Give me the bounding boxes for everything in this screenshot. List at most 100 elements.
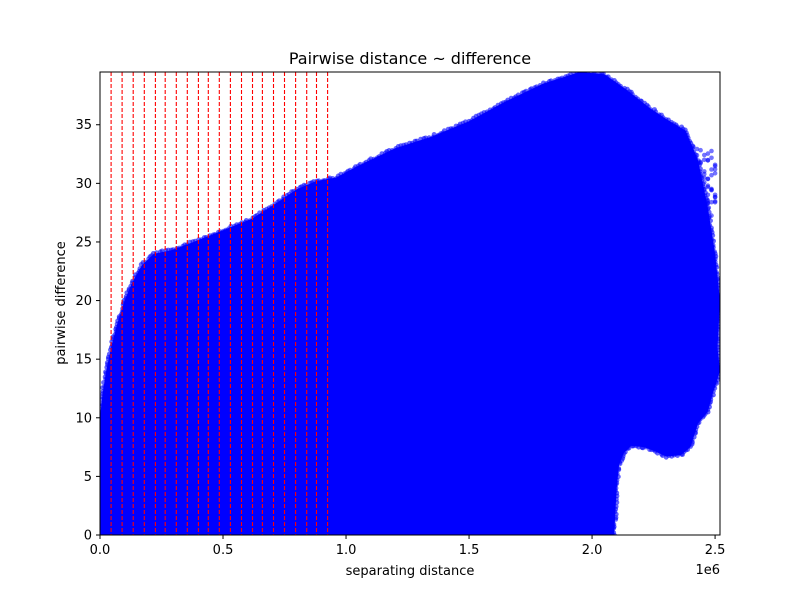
scatter-point <box>658 140 664 145</box>
vertical-reference-lines <box>110 72 329 535</box>
scatter-point <box>705 201 711 206</box>
scatter-point <box>658 163 664 169</box>
scatter-point <box>617 461 623 467</box>
scatter-point <box>688 255 694 261</box>
scatter-point <box>638 181 644 187</box>
scatter-point <box>702 207 707 212</box>
scatter-point <box>677 247 683 252</box>
scatter-point <box>610 281 616 286</box>
scatter-point <box>699 256 705 262</box>
scatter-point <box>632 195 638 201</box>
scatter-point <box>632 180 638 186</box>
scatter-point <box>629 321 635 327</box>
scatter-point <box>705 238 710 243</box>
scatter-point <box>688 223 694 229</box>
scatter-point <box>357 161 363 167</box>
scatter-point <box>699 245 705 251</box>
scatter-point <box>632 213 638 219</box>
scatter-point <box>604 260 610 266</box>
scatter-point <box>683 182 689 187</box>
scatter-point <box>662 153 667 158</box>
scatter-point <box>623 267 628 273</box>
scatter-point <box>685 326 691 332</box>
scatter-point <box>709 155 714 161</box>
scatter-point <box>641 263 647 269</box>
scatter-point <box>641 303 647 308</box>
scatter-point <box>683 208 688 213</box>
scatter-point <box>669 174 675 180</box>
scatter-point <box>691 144 696 149</box>
scatter-point <box>632 219 638 224</box>
scatter-point <box>641 275 647 280</box>
scatter-point <box>680 178 685 183</box>
scatter-point <box>655 185 660 190</box>
scatter-point <box>679 275 684 281</box>
scatter-point <box>604 278 610 284</box>
scatter-point <box>705 255 710 261</box>
scatter-point <box>635 337 641 342</box>
scatter-point <box>627 210 632 215</box>
scatter-point <box>621 169 627 174</box>
scatter-point <box>627 186 632 192</box>
scatter-point <box>621 216 627 221</box>
scatter-point <box>698 173 703 178</box>
scatter-point <box>658 145 664 151</box>
scatter-point <box>673 144 678 149</box>
scatter-point <box>658 175 664 180</box>
scatter-point <box>683 218 688 224</box>
scatter-point <box>644 227 649 232</box>
scatter-point <box>338 171 344 177</box>
scatter-point <box>666 283 672 289</box>
scatter-point <box>629 335 635 340</box>
scatter-point <box>712 194 718 200</box>
scatter-point <box>677 191 683 197</box>
scatter-point <box>585 72 590 76</box>
scatter-point <box>655 225 660 230</box>
scatter-point <box>450 126 456 132</box>
scatter-point <box>677 218 683 224</box>
scatter-point <box>648 301 653 307</box>
scatter-point <box>669 147 675 152</box>
scatter-point <box>673 279 678 284</box>
scatter-point <box>665 132 671 137</box>
scatter-point <box>709 172 714 178</box>
scatter-point <box>679 314 684 319</box>
scatter-point <box>691 360 697 366</box>
scatter-point <box>654 308 659 313</box>
x-axis-offset-label: 1e6 <box>695 563 720 578</box>
scatter-point <box>660 227 666 232</box>
scatter-point <box>688 260 694 266</box>
scatter-point <box>691 183 696 189</box>
scatter-point <box>463 119 468 125</box>
y-axis-ticks: 0 5 10 15 20 25 30 35 <box>75 118 100 544</box>
scatter-point <box>666 305 672 311</box>
scatter-point <box>654 268 659 274</box>
scatter-point <box>665 160 671 166</box>
y-tick-label: 10 <box>75 411 92 426</box>
scatter-point <box>671 239 677 244</box>
scatter-point <box>710 233 716 238</box>
scatter-point <box>627 179 632 184</box>
scatter-point <box>674 124 680 130</box>
scatter-point <box>691 294 697 300</box>
scatter-point <box>694 261 699 267</box>
scatter-point <box>655 193 660 198</box>
scatter-point <box>691 302 697 308</box>
scatter-point <box>635 309 641 315</box>
scatter-point <box>709 199 714 205</box>
scatter-point <box>389 148 395 153</box>
scatter-point <box>698 147 703 153</box>
scatter-point <box>632 174 638 179</box>
scatter-point <box>644 203 649 208</box>
scatter-point <box>673 334 678 340</box>
scatter-point <box>673 134 678 140</box>
scatter-point <box>414 138 420 144</box>
scatter-point <box>698 160 703 166</box>
scatter-point <box>702 157 707 163</box>
scatter-point <box>688 444 693 449</box>
scatter-point <box>691 165 696 171</box>
scatter-point <box>621 208 627 213</box>
scatter-point <box>680 142 685 147</box>
